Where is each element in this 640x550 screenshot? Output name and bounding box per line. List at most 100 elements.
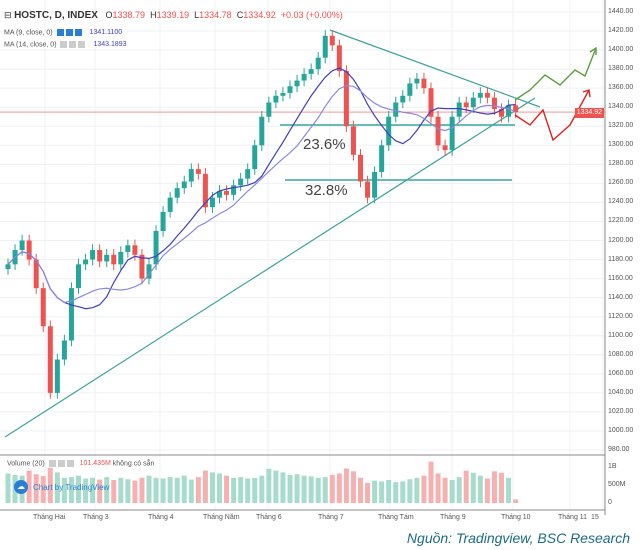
volume-bar <box>47 467 53 503</box>
candle-body <box>379 145 385 172</box>
y-tick-label: 1200.00 <box>608 236 634 244</box>
volume-bar <box>160 478 166 503</box>
candle-body <box>329 35 335 46</box>
volume-bar <box>428 461 434 503</box>
candle-body <box>365 181 371 198</box>
close-icon[interactable] <box>78 41 86 48</box>
candle-body <box>104 254 110 262</box>
candle-body <box>118 251 124 265</box>
candle-body <box>76 264 81 289</box>
collapse-icon[interactable]: ⊟ <box>4 10 12 20</box>
candle-body <box>273 95 279 103</box>
tradingview-branding[interactable]: ☁ Chart by TradingView <box>14 480 109 494</box>
ma9-legend[interactable]: MA (9, close, 0) 1341.1100 <box>4 29 122 36</box>
volume-note: không có sẵn <box>112 460 155 468</box>
source-caption: Nguồn: Tradingview, BSC Research <box>406 530 630 546</box>
volume-bar <box>68 477 74 503</box>
volume-bar <box>513 499 519 503</box>
volume-bar <box>153 477 159 503</box>
candle-body <box>308 69 314 74</box>
x-tick-label: Tháng Năm <box>203 514 240 521</box>
candle-body <box>470 97 476 108</box>
volume-value: 101.435M <box>79 460 111 468</box>
volume-bar <box>132 480 138 503</box>
candle-body <box>477 92 483 98</box>
y-tick-label: 1340.00 <box>608 103 634 111</box>
candle-body <box>54 359 60 393</box>
volume-bar <box>421 475 427 503</box>
candle-body <box>61 340 67 360</box>
candle-body <box>506 105 512 117</box>
eye-icon[interactable] <box>60 41 68 48</box>
volume-bar <box>491 471 497 503</box>
volume-bar <box>202 470 208 503</box>
y-tick-label: 1180.00 <box>608 255 633 263</box>
candle-body <box>111 254 117 265</box>
ma14-label: MA (14, close, 0) <box>4 41 57 49</box>
close-icon[interactable] <box>74 29 82 36</box>
volume-bar <box>280 472 286 503</box>
ma9-line <box>7 67 516 310</box>
x-tick-label: Tháng Hai <box>33 514 66 521</box>
y-tick-label: 1300.00 <box>608 141 634 149</box>
low-label: L <box>194 10 200 20</box>
volume-bar <box>343 468 349 503</box>
ma14-legend[interactable]: MA (14, close, 0) 1343.1893 <box>4 41 127 48</box>
candle-body <box>513 105 519 113</box>
candle-body <box>266 102 272 117</box>
candle-body <box>167 197 173 212</box>
fib-label-23-6: 23.6% <box>303 136 346 153</box>
volume-bar <box>125 479 131 503</box>
candle-body <box>83 259 89 265</box>
candle-body <box>287 86 293 93</box>
volume-bar <box>83 478 89 503</box>
settings-icon[interactable] <box>65 29 73 36</box>
volume-bar <box>40 476 46 503</box>
eye-icon[interactable] <box>48 460 56 467</box>
symbol-name[interactable]: HOSTC, D, INDEX <box>14 10 98 21</box>
candle-body <box>280 92 286 96</box>
volume-bar <box>477 475 483 503</box>
y-tick-label: 1400.00 <box>608 46 634 54</box>
volume-bar <box>231 477 237 503</box>
candle-body <box>449 116 455 151</box>
volume-bar <box>111 479 117 503</box>
settings-icon[interactable] <box>57 460 65 467</box>
eye-icon[interactable] <box>56 29 64 36</box>
candle-body <box>294 80 300 87</box>
x-tick-label: Tháng 11 <box>558 514 588 521</box>
ma14-line <box>7 85 516 304</box>
candle-body <box>40 288 46 327</box>
volume-label: Volume (20) <box>7 460 45 468</box>
y-tick-label: 1260.00 <box>608 179 634 187</box>
volume-bar <box>26 470 32 503</box>
candle-body <box>358 154 363 182</box>
volume-bar <box>301 475 307 503</box>
candle-body <box>491 97 497 110</box>
candle-body <box>26 240 32 260</box>
open-value: 1338.79 <box>112 10 146 20</box>
candle-body <box>231 185 237 195</box>
volume-bar <box>400 481 406 503</box>
close-icon[interactable] <box>66 460 74 467</box>
volume-bar <box>499 472 504 503</box>
volume-bar <box>365 482 371 503</box>
candle-body <box>407 83 413 96</box>
y-tick-label: 1320.00 <box>608 122 634 130</box>
volume-bar <box>322 477 328 503</box>
candle-body <box>414 78 420 84</box>
candle-body <box>160 211 166 231</box>
volume-legend[interactable]: Volume (20) 101.435M không có sẵn <box>7 460 154 467</box>
candle-body <box>386 116 392 146</box>
volume-bar <box>209 472 215 503</box>
x-tick-label: Tháng 10 <box>501 514 531 521</box>
volume-bar <box>259 475 265 503</box>
y-tick-label: 1000.00 <box>608 426 634 434</box>
last-price-tag: 1334.92 <box>574 108 604 118</box>
candle-body <box>400 95 406 103</box>
volume-bar <box>329 474 335 503</box>
high-value: 1339.19 <box>156 10 190 20</box>
y-tick-label: 1380.00 <box>608 65 634 73</box>
settings-icon[interactable] <box>69 41 77 48</box>
